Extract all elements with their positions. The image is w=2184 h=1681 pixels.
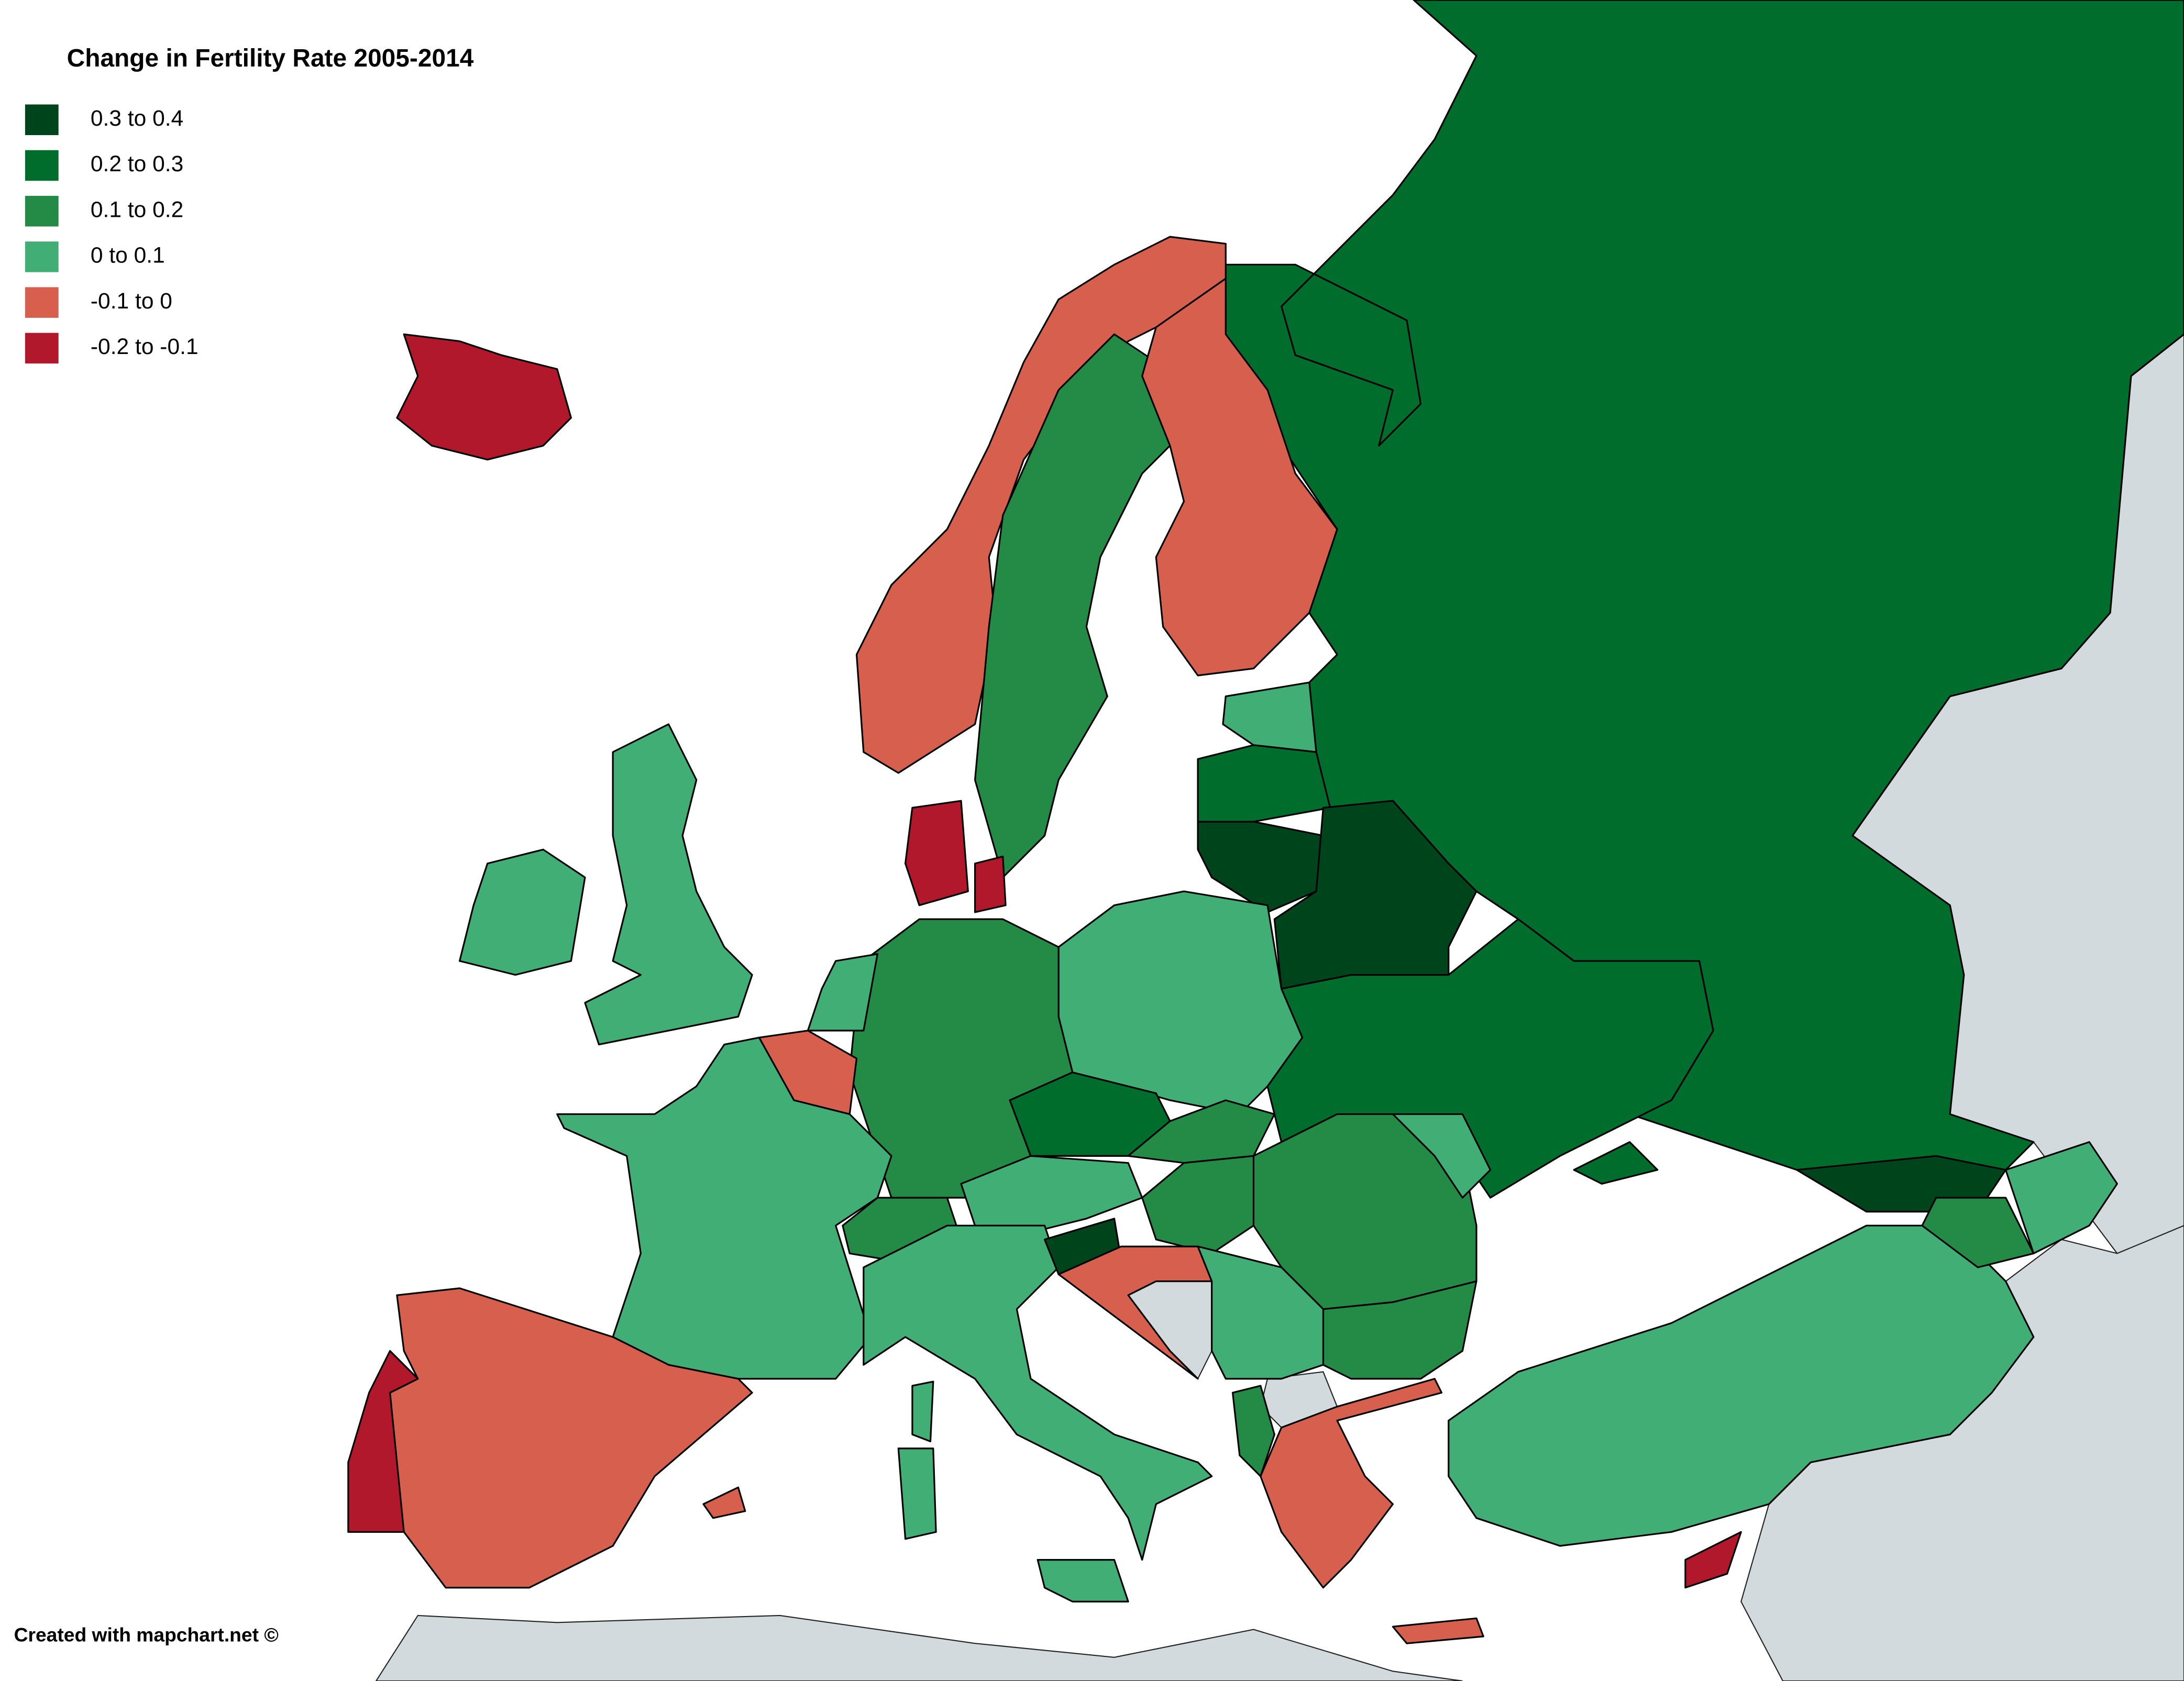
region (1921, 1197, 2035, 1268)
legend-label: 0 to 0.1 (91, 243, 165, 268)
legend-label: -0.2 to -0.1 (91, 334, 198, 359)
region (911, 1380, 934, 1443)
region (1392, 1617, 1484, 1644)
region (1448, 1224, 2035, 1547)
region (1684, 1531, 1742, 1589)
legend: 0.3 to 0.4 0.2 to 0.3 0.1 to 0.2 0 to 0.1 -0… (25, 104, 198, 364)
region (396, 333, 572, 461)
countries (347, 0, 2184, 1644)
legend-label: -0.1 to 0 (91, 289, 172, 314)
region (1232, 1385, 1275, 1477)
map-title: Change in Fertility Rate 2005-2014 (67, 45, 474, 72)
region (459, 848, 586, 976)
legend-swatch (25, 104, 59, 135)
legend-swatch (25, 195, 59, 227)
region (974, 855, 1007, 913)
region (1260, 1378, 1443, 1589)
region (702, 1486, 746, 1519)
region (1197, 821, 1325, 913)
legend-swatch (25, 241, 59, 272)
credit: Created with mapchart.net © (14, 1624, 279, 1646)
region (807, 953, 879, 1032)
region (1036, 1559, 1129, 1602)
legend-swatch (25, 287, 59, 318)
non-covered-regions (375, 333, 2184, 1681)
legend-swatch (25, 150, 59, 181)
region (1197, 1245, 1325, 1380)
region (1197, 744, 1331, 823)
region (375, 1614, 1463, 1681)
legend-label: 0.1 to 0.2 (91, 197, 183, 222)
legend-swatch (25, 333, 59, 364)
region (1392, 1113, 1492, 1199)
region (1266, 918, 1714, 1199)
region (905, 800, 969, 906)
region (1573, 1141, 1659, 1185)
legend-label: 0.2 to 0.3 (91, 151, 183, 176)
region (584, 723, 753, 1046)
region (897, 1447, 937, 1540)
region (974, 333, 1171, 879)
region (347, 1350, 419, 1533)
region (1322, 1280, 1477, 1380)
legend-label: 0.3 to 0.4 (91, 106, 183, 131)
region (1141, 278, 1338, 677)
region (2004, 1141, 2118, 1255)
